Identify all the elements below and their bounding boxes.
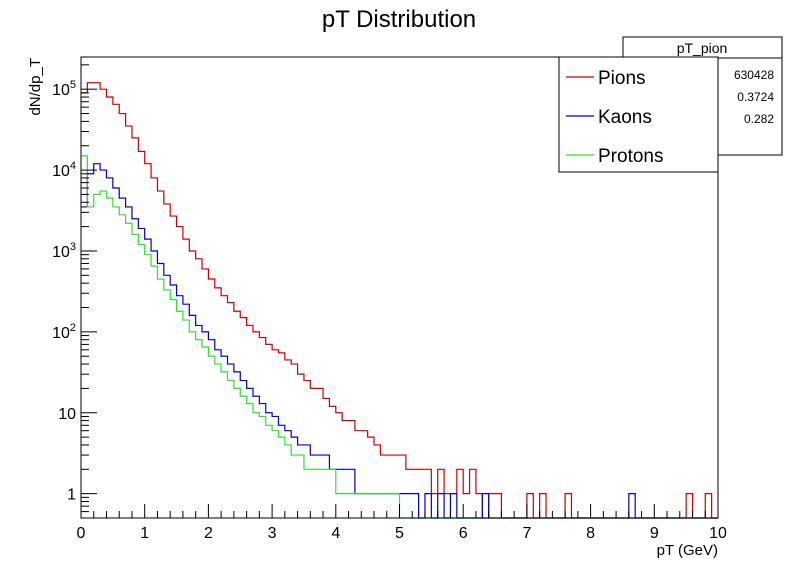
series-protons-line (81, 155, 718, 519)
x-tick-label: 0 (77, 525, 86, 542)
x-tick-label: 9 (650, 525, 659, 542)
x-tick-label: 6 (459, 525, 468, 542)
y-tick-label: 104 (52, 160, 76, 180)
legend-label-kaons: Kaons (598, 107, 652, 128)
x-tick-label: 8 (586, 525, 595, 542)
legend-label-protons: Protons (598, 146, 663, 167)
x-axis-title: pT (GeV) (657, 542, 718, 559)
x-tick-label: 2 (204, 525, 213, 542)
x-tick-label: 7 (522, 525, 531, 542)
x-axis: 0 1 2 3 4 5 6 7 8 9 10 (77, 504, 727, 542)
legend: Pions Kaons Protons (558, 56, 719, 173)
y-tick-label: 1 (67, 487, 76, 504)
stats-entry-2: 0.282 (744, 112, 774, 126)
y-axis: 1 10 102 103 104 105 (52, 64, 97, 519)
y-tick-label: 105 (52, 79, 76, 99)
y-axis-title: dN/dp_T (27, 58, 44, 116)
x-tick-label: 3 (268, 525, 277, 542)
x-tick-label: 5 (395, 525, 404, 542)
stats-box-title: pT_pion (677, 40, 728, 56)
legend-frame (558, 56, 719, 173)
chart-title: pT Distribution (322, 6, 476, 33)
x-tick-label: 1 (140, 525, 149, 542)
y-tick-label: 102 (52, 322, 76, 342)
y-tick-label: 103 (52, 241, 76, 261)
y-tick-label: 10 (58, 406, 76, 423)
x-tick-label: 10 (709, 525, 727, 542)
series-pions-line (81, 82, 718, 519)
legend-label-pions: Pions (598, 68, 646, 89)
stats-entry-0: 630428 (734, 68, 774, 82)
stats-entry-1: 0.3724 (737, 90, 774, 104)
x-tick-label: 4 (331, 525, 340, 542)
